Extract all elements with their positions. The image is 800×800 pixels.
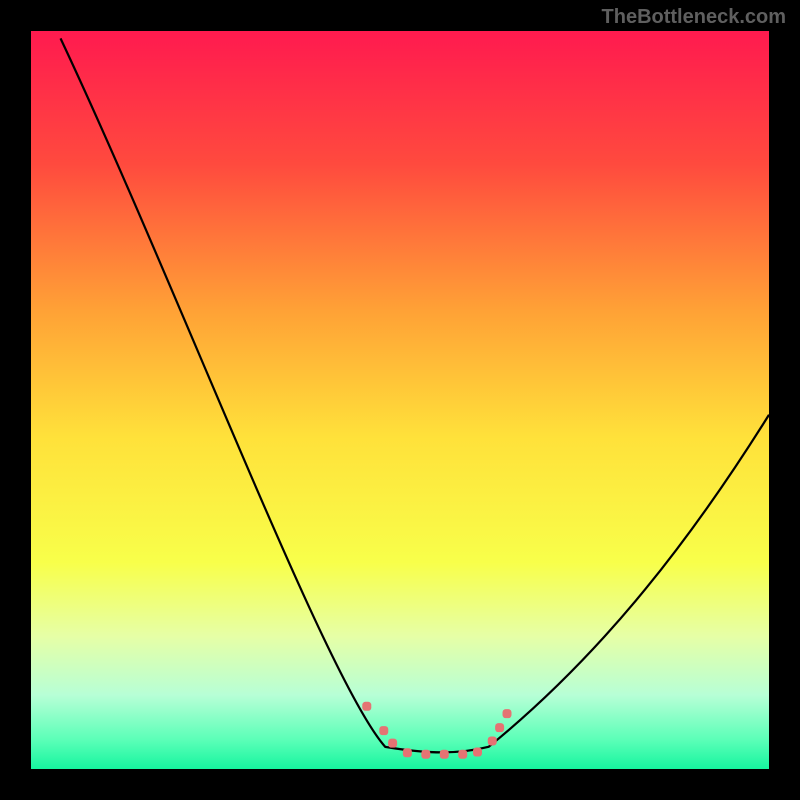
marker xyxy=(421,750,430,759)
marker xyxy=(440,750,449,759)
marker xyxy=(458,750,467,759)
chart-frame: TheBottleneck.com xyxy=(0,0,800,800)
marker xyxy=(403,748,412,757)
marker xyxy=(488,736,497,745)
marker xyxy=(362,702,371,711)
marker xyxy=(473,748,482,757)
marker xyxy=(495,723,504,732)
plot-area xyxy=(31,31,769,769)
marker xyxy=(388,739,397,748)
marker xyxy=(503,709,512,718)
marker xyxy=(379,726,388,735)
attribution-text: TheBottleneck.com xyxy=(602,6,786,29)
gradient-background xyxy=(31,31,769,769)
chart-svg xyxy=(31,31,769,769)
